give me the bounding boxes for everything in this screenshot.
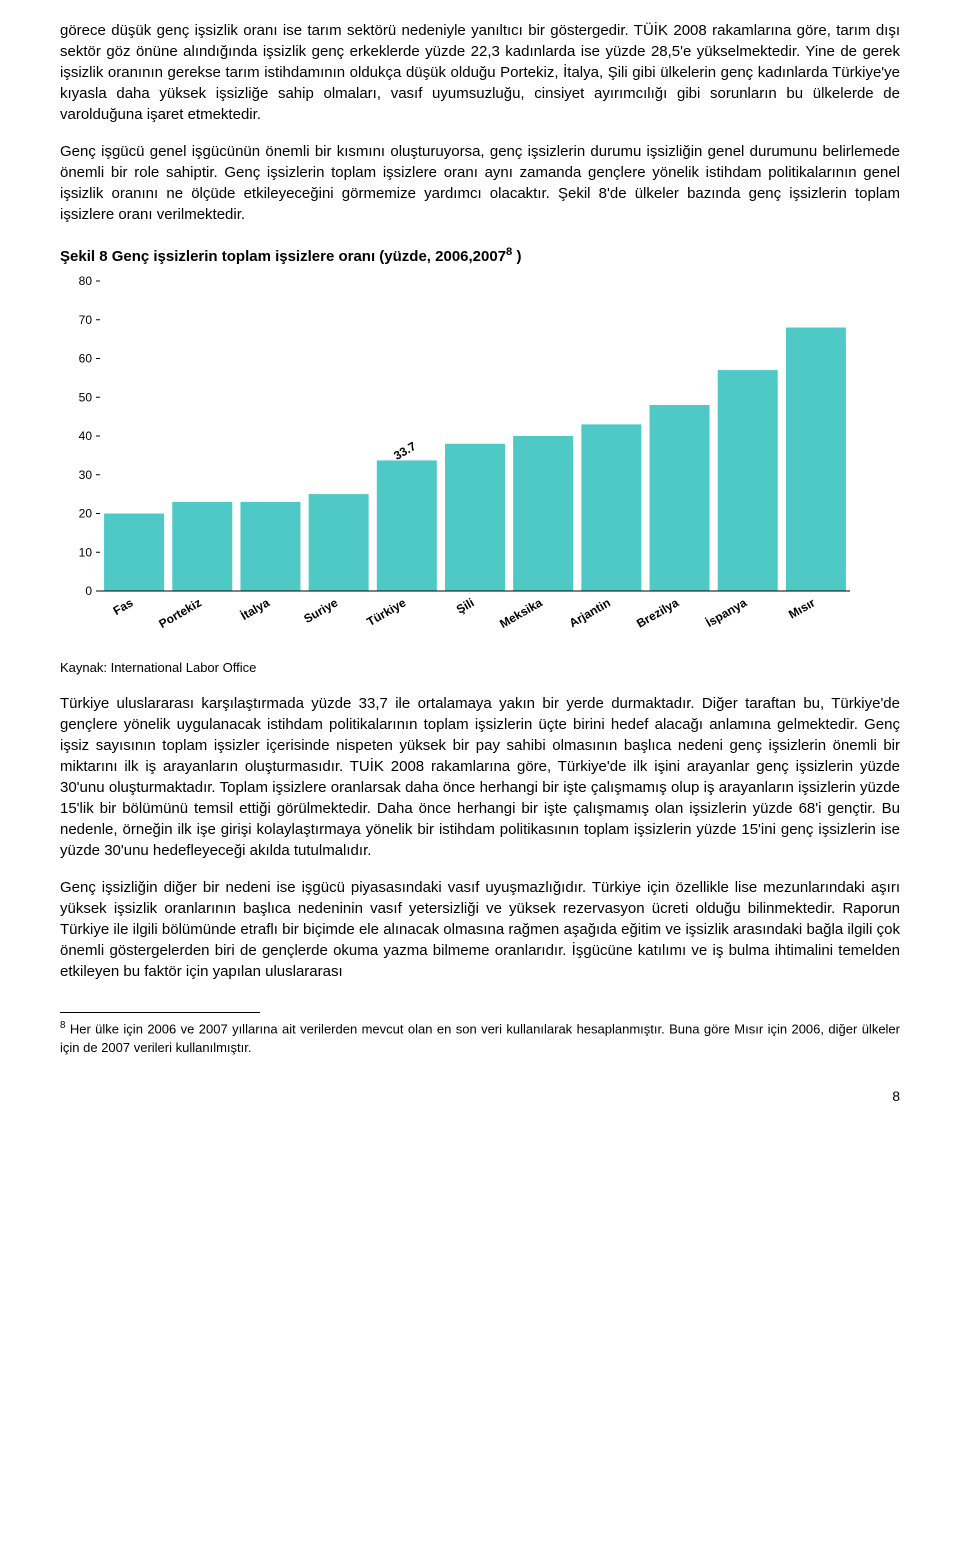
- bar: [240, 502, 300, 591]
- paragraph-3: Türkiye uluslararası karşılaştırmada yüz…: [60, 693, 900, 861]
- bar: [650, 405, 710, 591]
- svg-text:Mısır: Mısır: [786, 595, 818, 621]
- svg-text:Meksika: Meksika: [497, 595, 545, 631]
- bar: [581, 424, 641, 591]
- svg-text:Brezilya: Brezilya: [634, 595, 681, 630]
- svg-text:40: 40: [79, 429, 93, 443]
- svg-text:0: 0: [85, 584, 92, 598]
- chart-title-suffix: ): [512, 248, 521, 265]
- chart-title-prefix: Şekil 8 Genç işsizlerin toplam işsizlere…: [60, 248, 506, 265]
- bar: [513, 436, 573, 591]
- bar: [718, 370, 778, 591]
- svg-text:80: 80: [79, 274, 93, 288]
- svg-text:33.7: 33.7: [391, 439, 419, 463]
- paragraph-1: görece düşük genç işsizlik oranı ise tar…: [60, 20, 900, 125]
- svg-text:70: 70: [79, 313, 93, 327]
- paragraph-2: Genç işgücü genel işgücünün önemli bir k…: [60, 141, 900, 225]
- bar: [309, 494, 369, 591]
- bar: [377, 460, 437, 591]
- paragraph-4: Genç işsizliğin diğer bir nedeni ise işg…: [60, 877, 900, 982]
- bar-chart-svg: 0 10 20 30 40 50 60 70 80 33.7 Fas Portekiz İtalya Su…: [60, 271, 860, 651]
- svg-text:Fas: Fas: [111, 595, 136, 618]
- bar: [786, 328, 846, 592]
- footnote: 8 Her ülke için 2006 ve 2007 yıllarına a…: [60, 1019, 900, 1057]
- bar: [445, 444, 505, 591]
- svg-text:50: 50: [79, 390, 93, 404]
- page-number: 8: [60, 1087, 900, 1107]
- svg-text:Arjantin: Arjantin: [567, 595, 613, 630]
- svg-text:Şili: Şili: [454, 595, 477, 616]
- svg-text:30: 30: [79, 468, 93, 482]
- svg-text:İtalya: İtalya: [238, 594, 272, 622]
- chart-title: Şekil 8 Genç işsizlerin toplam işsizlere…: [60, 245, 900, 267]
- svg-text:Portekiz: Portekiz: [156, 595, 203, 630]
- chart-source: Kaynak: International Labor Office: [60, 659, 900, 677]
- svg-text:20: 20: [79, 507, 93, 521]
- svg-text:Suriye: Suriye: [301, 595, 340, 626]
- footnote-separator: [60, 1012, 260, 1013]
- footnote-text: Her ülke için 2006 ve 2007 yıllarına ait…: [60, 1022, 900, 1055]
- svg-text:İspanya: İspanya: [703, 594, 749, 629]
- svg-text:60: 60: [79, 352, 93, 366]
- bar: [104, 514, 164, 592]
- bar-chart: 0 10 20 30 40 50 60 70 80 33.7 Fas Portekiz İtalya Su…: [60, 271, 860, 651]
- svg-text:10: 10: [79, 545, 93, 559]
- bar: [172, 502, 232, 591]
- svg-text:Türkiye: Türkiye: [364, 595, 408, 629]
